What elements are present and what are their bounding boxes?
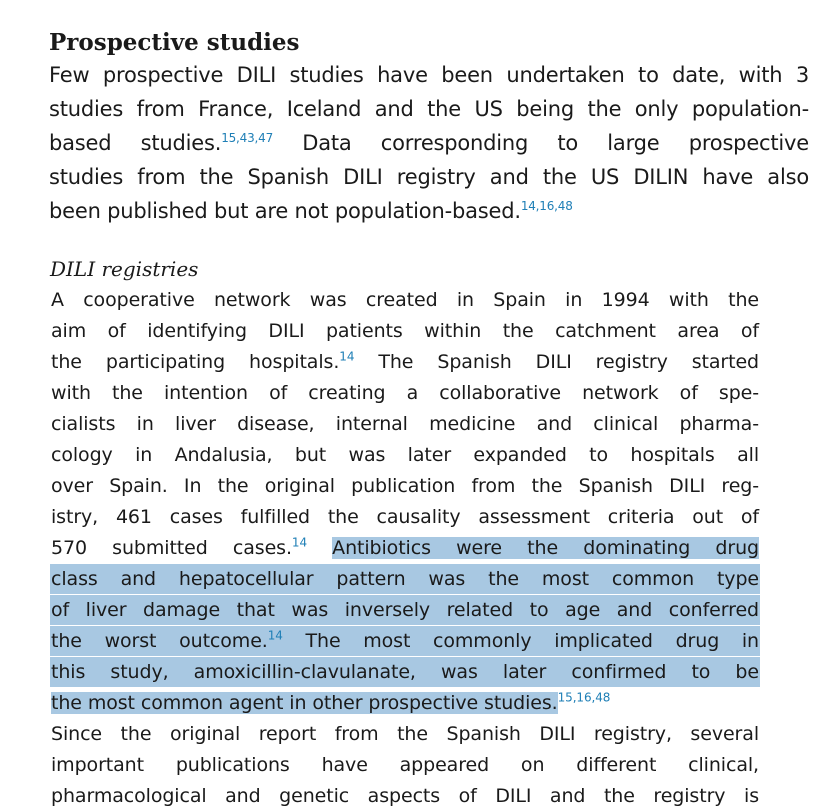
line-text: A cooperative network was created in Spa… — [51, 289, 759, 311]
line-text: cialists in liver disease, internal medi… — [51, 413, 759, 435]
section-heading: Prospective studies — [49, 29, 300, 56]
citation-ref[interactable]: 14 — [339, 349, 355, 364]
paragraph-line: with the intention of creating a collabo… — [50, 378, 760, 408]
line-text: been published but are not population-ba… — [49, 199, 521, 223]
paragraph-line: been published but are not population-ba… — [48, 196, 810, 226]
paragraph-line: istry, 461 cases fulfilled the causality… — [50, 502, 760, 532]
paragraph-line: studies from France, Iceland and the US … — [48, 94, 810, 124]
paragraph-line: over Spain. In the original publication … — [50, 471, 760, 501]
paragraph-line: studies from the Spanish DILI registry a… — [48, 162, 810, 192]
line-text: based studies. — [49, 131, 222, 155]
highlighted-text[interactable]: Antibiotics were the dominating drug — [332, 537, 759, 559]
citation-ref[interactable]: 14 — [267, 628, 283, 643]
line-text: this study, amoxicillin-clavulanate, was… — [51, 661, 759, 683]
line-text: the worst outcome. — [51, 630, 268, 652]
line-text: the participating hospitals. — [51, 351, 340, 373]
paragraph-line: Since the original report from the Spani… — [50, 719, 760, 749]
paragraph-line: aim of identifying DILI patients within … — [50, 316, 760, 346]
paragraph-line: the participating hospitals.14 The Spani… — [50, 347, 760, 377]
line-text: The Spanish DILI registry started — [354, 351, 759, 373]
line-text: Data corresponding to large prospective — [273, 131, 809, 155]
line-text: with the intention of creating a collabo… — [51, 382, 759, 404]
line-text: of liver damage that was inversely relat… — [51, 599, 759, 621]
citation-ref[interactable]: 14 — [291, 535, 307, 550]
line-text: istry, 461 cases fulfilled the causality… — [51, 506, 759, 528]
citation-ref[interactable]: 15,43,47 — [221, 131, 274, 145]
paragraph-line: Few prospective DILI studies have been u… — [48, 60, 810, 90]
paragraph-line: the most common agent in other prospecti… — [50, 688, 760, 718]
line-text: The most commonly implicated drug in — [305, 630, 760, 652]
highlighted-text[interactable]: the most common agent in other prospecti… — [51, 692, 558, 714]
paragraph-line: based studies.15,43,47 Data correspondin… — [48, 128, 810, 158]
paragraph-line: cology in Andalusia, but was later expan… — [50, 440, 760, 470]
highlighted-line[interactable]: this study, amoxicillin-clavulanate, was… — [50, 657, 760, 687]
line-text: Few prospective DILI studies have been u… — [49, 63, 809, 87]
line-text: studies from the Spanish DILI registry a… — [49, 165, 809, 189]
paragraph-line: 570 submitted cases.14 Antibiotics were … — [50, 533, 760, 563]
line-text: class and hepatocellular pattern was the… — [51, 568, 759, 590]
line-text: Since the original report from the Spani… — [51, 723, 759, 745]
paragraph-line: A cooperative network was created in Spa… — [50, 285, 760, 315]
citation-ref[interactable]: 14,16,48 — [520, 199, 573, 213]
paragraph-line: important publications have appeared on … — [50, 750, 760, 780]
highlighted-line[interactable]: of liver damage that was inversely relat… — [50, 595, 760, 625]
line-text: pharmacological and genetic aspects of D… — [51, 785, 759, 807]
line-text: cology in Andalusia, but was later expan… — [51, 444, 759, 466]
paragraph-line: pharmacological and genetic aspects of D… — [50, 781, 760, 811]
highlighted-line[interactable]: class and hepatocellular pattern was the… — [50, 564, 760, 594]
line-text: important publications have appeared on … — [51, 754, 759, 776]
line-text: over Spain. In the original publication … — [51, 475, 759, 497]
document-page: Prospective studies Few prospective DILI… — [48, 29, 810, 807]
line-text: 570 submitted cases. — [51, 537, 292, 559]
subsection-heading: DILI registries — [50, 257, 199, 281]
line-text: studies from France, Iceland and the US … — [49, 97, 809, 121]
citation-ref[interactable]: 15,16,48 — [557, 690, 611, 705]
paragraph-line: cialists in liver disease, internal medi… — [50, 409, 760, 439]
highlighted-line[interactable]: the worst outcome.14 The most commonly i… — [50, 626, 760, 656]
line-text: aim of identifying DILI patients within … — [51, 320, 759, 342]
